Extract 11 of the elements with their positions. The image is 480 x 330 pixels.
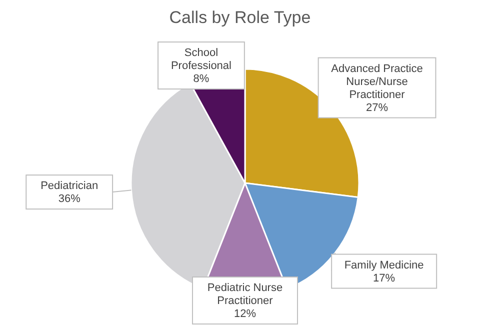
slice-label: Pediatrician [40, 180, 98, 192]
data-label: 12% [234, 308, 256, 320]
data-label: 27% [366, 102, 388, 114]
chart-title: Calls by Role Type [168, 8, 312, 28]
slice-label: Pediatric Nurse Practitioner [207, 282, 283, 307]
slice-label: Family Medicine [344, 259, 424, 272]
slice-label: School Professional [170, 47, 232, 72]
data-label: 17% [373, 272, 396, 284]
slice-label: Advanced Practice Nurse/Nurse Practitioner [331, 62, 423, 101]
data-label: 36% [58, 193, 81, 206]
data-label: 8% [193, 73, 210, 85]
